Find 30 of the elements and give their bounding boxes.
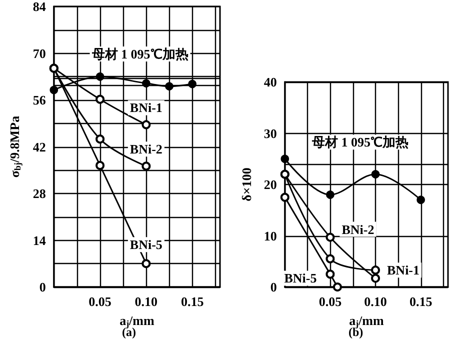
y-tick-label: 40 bbox=[264, 74, 277, 90]
x-tick-label: 0.15 bbox=[409, 294, 433, 309]
x-tick-label: 0.15 bbox=[180, 294, 204, 309]
y-tick-label: 30 bbox=[264, 126, 277, 141]
text: (b) bbox=[348, 325, 364, 339]
y-tick-label: 14 bbox=[32, 232, 46, 248]
series-label: BNi-5 bbox=[284, 270, 318, 286]
y-tick-label: 0 bbox=[270, 280, 277, 294]
y-tick-label: 0 bbox=[39, 280, 46, 294]
y-tick-label: 84 bbox=[32, 0, 46, 14]
y-tick-label: 70 bbox=[32, 46, 46, 61]
series-label: BNi-5 bbox=[130, 237, 163, 252]
x-tick-label: 0.05 bbox=[88, 294, 112, 309]
series-label: 母材 1 095℃加热 bbox=[90, 46, 188, 62]
y-axis-title: σbj/9.8MPa bbox=[7, 115, 22, 178]
series-label: 母材 1 095℃加热 bbox=[310, 134, 408, 150]
y-tick-label: 42 bbox=[32, 139, 46, 154]
y-tick-label: 20 bbox=[264, 177, 277, 192]
x-tick-label: 0.10 bbox=[364, 294, 387, 309]
series-label: BNi-2 bbox=[130, 142, 162, 157]
series-label: BNi-1 bbox=[387, 262, 420, 278]
text: (a) bbox=[122, 325, 136, 339]
series-label: BNi-2 bbox=[342, 222, 374, 237]
y-tick-label: 10 bbox=[264, 228, 277, 244]
x-tick-label: 0.05 bbox=[318, 294, 342, 309]
y-tick-label: 56 bbox=[32, 92, 46, 108]
y-tick-label: 28 bbox=[32, 186, 46, 201]
series-label: BNi-1 bbox=[130, 100, 162, 116]
y-axis-title: δ×100 bbox=[239, 168, 254, 202]
x-tick-label: 0.10 bbox=[134, 294, 158, 309]
